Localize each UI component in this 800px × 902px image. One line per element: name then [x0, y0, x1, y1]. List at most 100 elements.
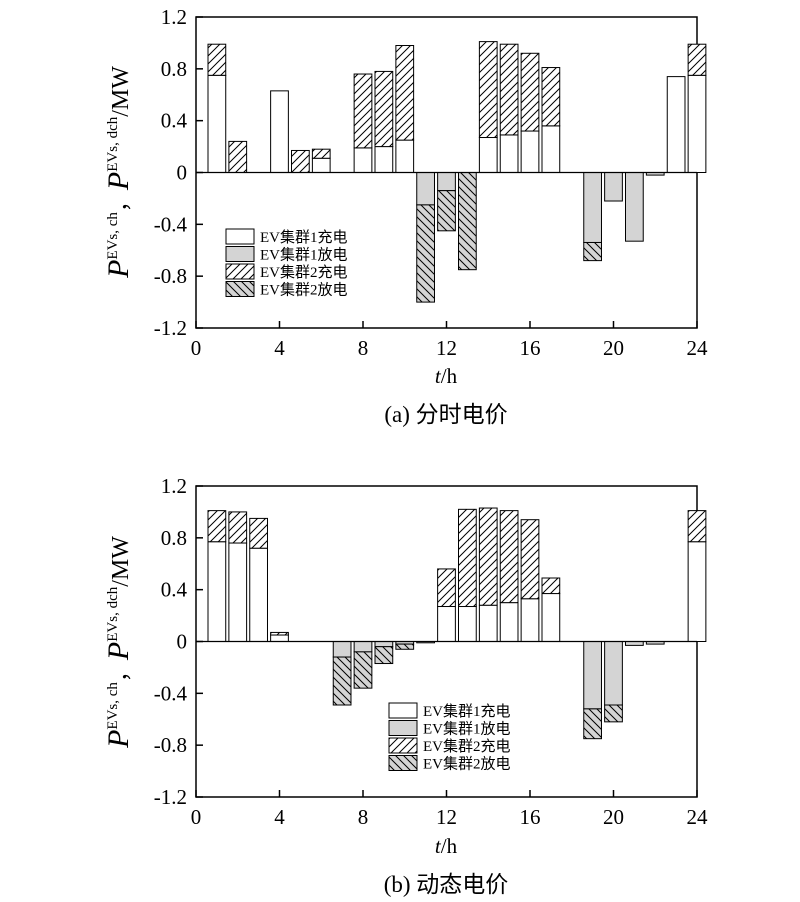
bar-EV集群2充电-t1	[207, 510, 227, 543]
legend-label: EV集群1放电	[260, 247, 348, 264]
y-tick-label: 0.4	[161, 109, 188, 133]
bar-EV集群2充电-t14	[478, 507, 498, 606]
bar-EV集群2充电-t3	[249, 517, 268, 549]
y-axis-sup-dch: EVs, dch	[105, 116, 121, 171]
y-tick-label: -1.2	[154, 785, 187, 809]
y-axis-sup-ch: EVs, ch	[105, 682, 121, 730]
y-tick-label: 0	[177, 161, 188, 185]
bar-EV集群2充电-t9	[374, 70, 394, 148]
bar-EV集群1充电-t16	[520, 598, 540, 642]
axis-ticks: 0 4 8 12 16 20 24 -1.2 -0.8 -0.4 0 0.4 0.8 1.2	[154, 474, 708, 829]
bar-EV集群1充电-t14	[478, 604, 498, 642]
bar-EV集群2充电-t17	[541, 67, 561, 127]
y-axis-symbol-2: P	[102, 172, 135, 191]
x-tick-label: 4	[274, 805, 285, 829]
y-axis-separator: ，	[108, 660, 133, 682]
bar-EV集群2放电-t7	[332, 656, 352, 706]
bar-EV集群1充电-t15	[499, 602, 519, 643]
chart-panel-a: 0 4 8 12 16 20 24 -1.2 -0.8 -0.4 0 0.4 0.8 1.2 EV集群1充…	[102, 5, 708, 427]
y-axis-separator: ，	[108, 190, 133, 212]
x-tick-label: 0	[191, 336, 202, 360]
bar-EV集群2放电-t11	[416, 204, 435, 303]
bar-EV集群1充电-t14	[478, 137, 498, 173]
legend-label: EV集群1充电	[423, 703, 511, 720]
bar-marks	[207, 41, 707, 303]
caption-a: (a) 分时电价	[384, 402, 507, 427]
x-tick-label: 20	[603, 336, 624, 360]
bar-EV集群2充电-t15	[499, 510, 519, 604]
x-axis-title: t/h	[435, 834, 458, 858]
bar-EV集群2放电-t12	[437, 190, 456, 232]
bar-EV集群1放电-t12	[437, 172, 456, 192]
y-axis-sup-dch: EVs, dch	[105, 586, 121, 641]
y-tick-label: 0	[177, 630, 188, 654]
x-tick-label: 16	[520, 336, 541, 360]
bar-EV集群2放电-t13	[458, 172, 477, 271]
y-axis-sup-ch: EVs, ch	[105, 212, 121, 260]
y-axis-title: PEVs, ch，PEVs, dch/MW	[102, 536, 135, 749]
bar-EV集群1放电-t9	[374, 641, 394, 648]
bar-EV集群1充电-t4	[270, 90, 289, 173]
bar-EV集群2充电-t1	[207, 43, 227, 76]
x-tick-label: 12	[436, 805, 457, 829]
bar-EV集群2充电-t4	[270, 631, 289, 636]
bar-EV集群1充电-t24	[687, 74, 707, 173]
y-tick-label: 1.2	[161, 474, 187, 498]
bar-EV集群1放电-t8	[353, 641, 373, 653]
bar-EV集群1充电-t12	[437, 606, 456, 643]
bar-EV集群2放电-t10	[395, 643, 415, 650]
bar-EV集群2充电-t17	[541, 577, 561, 595]
x-axis-unit: /h	[441, 364, 458, 388]
legend-swatch	[388, 720, 418, 736]
bar-EV集群2充电-t13	[458, 508, 477, 608]
x-axis-title: t/h	[435, 364, 458, 388]
legend-label: EV集群2充电	[260, 264, 348, 281]
legend-swatch	[225, 228, 255, 245]
y-axis-symbol-2: P	[102, 642, 135, 661]
bar-EV集群1充电-t3	[249, 547, 268, 643]
bar-EV集群1放电-t20	[604, 172, 623, 202]
chart-panel-b: 0 4 8 12 16 20 24 -1.2 -0.8 -0.4 0 0.4 0.8 1.2 EV集群1充…	[102, 474, 708, 897]
bar-EV集群2充电-t12	[437, 568, 456, 608]
bar-EV集群2放电-t9	[374, 646, 394, 665]
bar-EV集群1放电-t7	[332, 641, 352, 658]
y-tick-label: -0.8	[154, 733, 187, 757]
y-tick-label: -0.8	[154, 264, 187, 288]
y-axis-unit: /MW	[108, 66, 134, 117]
y-tick-label: -0.4	[154, 681, 188, 705]
bar-EV集群1放电-t11	[416, 172, 435, 206]
bar-marks	[207, 507, 707, 740]
x-axis-variable: t	[435, 364, 442, 388]
bar-EV集群2充电-t24	[687, 43, 707, 76]
bar-EV集群2充电-t5	[291, 149, 310, 174]
bar-EV集群2充电-t2	[228, 511, 248, 544]
y-tick-label: 0.4	[161, 578, 188, 602]
bar-EV集群2充电-t16	[520, 52, 540, 132]
legend-swatch	[388, 702, 418, 719]
bar-EV集群1充电-t17	[541, 593, 561, 642]
legend-swatch	[225, 246, 255, 262]
bar-EV集群1放电-t19	[583, 172, 602, 243]
y-axis-title: PEVs, ch，PEVs, dch/MW	[102, 66, 135, 279]
x-axis-variable: t	[435, 834, 442, 858]
bar-EV集群1充电-t6	[311, 157, 331, 173]
bar-EV集群2放电-t19	[583, 708, 602, 740]
bar-EV集群1充电-t9	[374, 146, 394, 174]
caption-b: (b) 动态电价	[384, 872, 509, 897]
legend-label: EV集群2充电	[423, 738, 511, 755]
y-tick-label: 0.8	[161, 526, 187, 550]
bar-EV集群2充电-t15	[499, 43, 519, 136]
bar-EV集群1充电-t15	[499, 134, 519, 173]
bar-EV集群1充电-t1	[207, 74, 227, 173]
x-tick-label: 20	[603, 805, 624, 829]
x-tick-label: 4	[274, 336, 285, 360]
y-tick-label: -0.4	[154, 212, 188, 236]
bar-EV集群2充电-t10	[395, 45, 415, 141]
bar-EV集群1放电-t20	[604, 641, 623, 706]
bar-EV集群1充电-t24	[687, 541, 707, 642]
x-axis-unit: /h	[441, 834, 458, 858]
bar-EV集群2放电-t19	[583, 241, 602, 262]
y-axis-unit: /MW	[108, 536, 134, 587]
